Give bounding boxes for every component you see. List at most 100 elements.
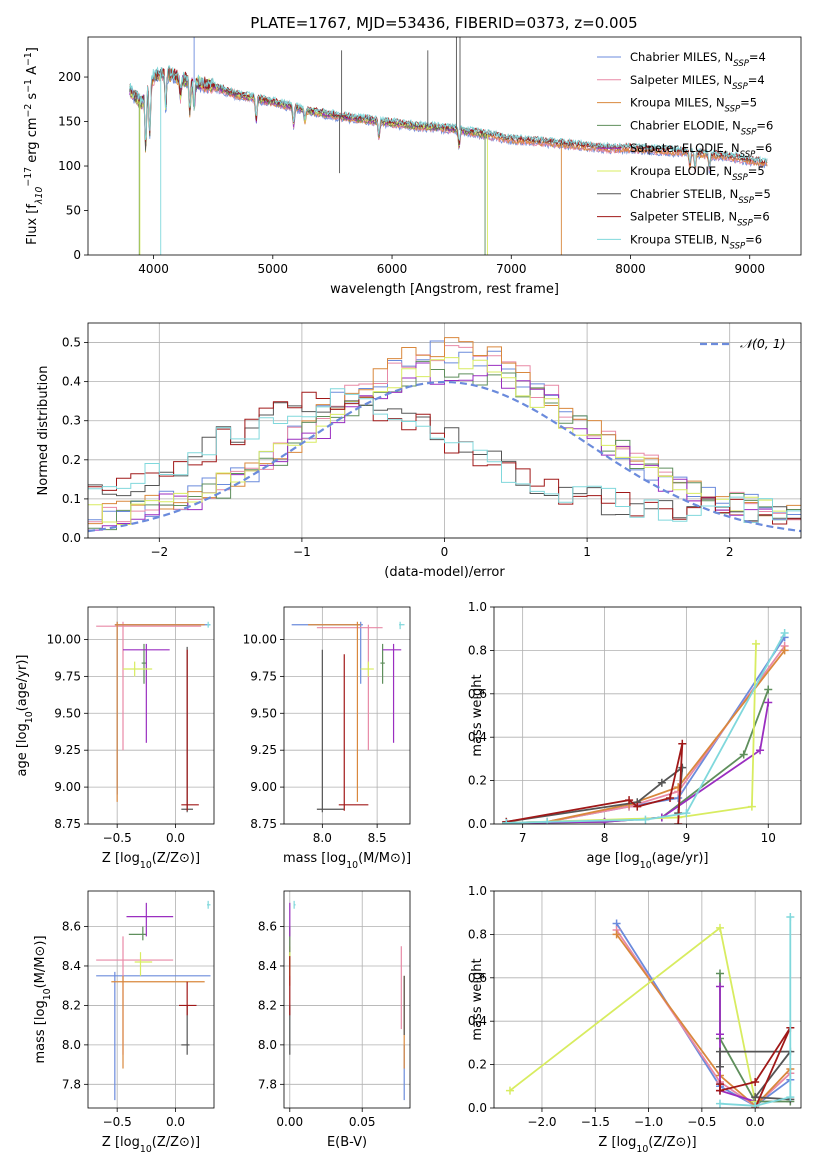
y-axis-label: age [log10(age/yr)] [15,655,35,777]
weight-marker [780,629,789,638]
mass-vs-extinction: 0.00 0.05 7.8 8.0 8.2 8.4 8.6 E(B-V) [258,890,411,1150]
y-axis-label: mass weight [470,958,485,1040]
plot-area [291,621,405,813]
weight-line [506,649,786,824]
y-tick-label: 0.0 [468,817,487,831]
weight-line [615,923,791,1107]
weight-marker [764,698,773,707]
x-tick-label: 7000 [496,262,527,276]
y-tick-label: 8.4 [258,959,277,973]
x-tick-label: 0.00 [276,1115,303,1129]
axes-frame [493,890,802,1109]
x-tick-label: 0.0 [166,1115,185,1129]
axes-frame [283,606,411,825]
x-tick-label: −1 [293,545,311,559]
x-axis-label: Z [log10(Z/Z⊙)] [102,1135,200,1155]
weight-line [506,632,786,824]
weight-line [615,933,791,1108]
axes-frame [87,322,802,539]
x-axis-label: Z [log10(Z/Z⊙)] [102,851,200,871]
y-tick-label: 8.2 [258,998,277,1012]
weight-marker [625,796,634,805]
x-tick-label: 0.0 [746,1115,765,1129]
weight-marker [751,1101,760,1108]
weight-marker [682,809,691,818]
weight-marker [786,913,795,922]
histogram-step [88,357,801,525]
legend-entry: Chabrier STELIB, NSSP=5 [630,187,771,206]
weight-marker [543,817,552,824]
x-tick-label: −2 [150,545,168,559]
y-tick-label: 50 [66,204,81,218]
legend-entry: Chabrier ELODIE, NSSP=6 [630,118,773,137]
x-axis-label: mass [log10(M/M⊙)] [283,851,411,871]
legend-entry: Salpeter STELIB, NSSP=6 [630,210,770,229]
weight-marker [641,815,650,824]
weight-marker [502,818,511,824]
x-tick-label: −0.5 [103,831,132,845]
legend-entry: Salpeter MILES, NSSP=4 [630,73,765,92]
y-tick-label: 0.3 [62,414,81,428]
y-tick-label: 0.1 [62,492,81,506]
legend-entry: Kroupa STELIB, NSSP=6 [630,232,762,251]
plot-area [502,629,789,824]
x-tick-label: 8.5 [368,831,387,845]
x-axis-label: (data-model)/error [384,565,505,580]
weight-marker [764,685,773,694]
weight-marker [657,778,666,787]
weight-marker [666,793,675,802]
age-vs-mass: 8.0 8.5 8.75 9.00 9.25 9.50 9.75 10.00 mass [log… [243,606,411,871]
x-tick-label: −0.5 [103,1115,132,1129]
weight-marker [751,1077,760,1086]
x-tick-label: 2 [726,545,734,559]
legend-entry: Chabrier MILES, NSSP=4 [630,50,766,69]
mass-vs-metallicity: −0.5 0.0 7.8 8.0 8.2 8.4 8.6 Z [log10(Z/Z⊙)] mas… [33,890,215,1155]
x-tick-label: 10 [761,831,776,845]
y-tick-label: 0.0 [62,531,81,545]
y-tick-label: 8.75 [54,817,81,831]
y-tick-label: 0.6 [468,971,487,985]
plot-area [129,37,768,255]
y-tick-label: 0.8 [468,643,487,657]
y-tick-label: 9.50 [250,706,277,720]
weight-marker [786,1093,795,1102]
grid [494,890,801,1109]
x-tick-label: −1.5 [581,1115,610,1129]
y-tick-label: 0.4 [62,375,81,389]
y-tick-label: 0.4 [468,1014,487,1028]
y-axis-label: mass weight [470,674,485,756]
weight-marker [678,763,687,772]
y-tick-label: 8.2 [62,998,81,1012]
x-tick-label: 5000 [258,262,289,276]
y-tick-label: 9.75 [54,669,81,683]
x-axis-label: wavelength [Angstrom, rest frame] [330,282,559,297]
weight-marker [751,639,760,648]
y-tick-label: 150 [58,115,81,129]
histogram-step [88,388,801,523]
x-tick-label: 0.05 [349,1115,376,1129]
normal-reference-curve [88,380,801,533]
plot-area [88,337,801,533]
x-axis-label: age [log10(age/yr)] [587,851,709,871]
legend-entry: 𝒩(0, 1) [740,336,786,351]
grid [88,607,214,825]
y-tick-label: 0.0 [468,1101,487,1115]
x-tick-label: −2.0 [527,1115,556,1129]
weight-vs-metallicity: −2.0 −1.5 −1.0 −0.5 0.0 0.0 0.2 0.4 0.6 0.8 1.0 Z [… [468,884,802,1155]
plot-area [96,621,211,813]
legend-entry: Kroupa MILES, NSSP=5 [630,96,757,115]
y-axis-label: Normed distribution [36,366,51,496]
x-tick-label: 4000 [138,262,169,276]
x-tick-label: 7 [519,831,527,845]
weight-marker [715,923,724,932]
axes-frame [283,890,411,1109]
y-tick-label: 200 [58,70,81,84]
y-tick-label: 8.6 [62,920,81,934]
x-tick-label: 1 [583,545,591,559]
y-tick-label: 1.0 [468,884,487,898]
weight-marker [715,982,724,991]
weight-marker [715,1086,724,1095]
y-tick-label: 9.00 [250,780,277,794]
y-tick-label: 8.0 [62,1038,81,1052]
weight-marker [739,750,748,759]
